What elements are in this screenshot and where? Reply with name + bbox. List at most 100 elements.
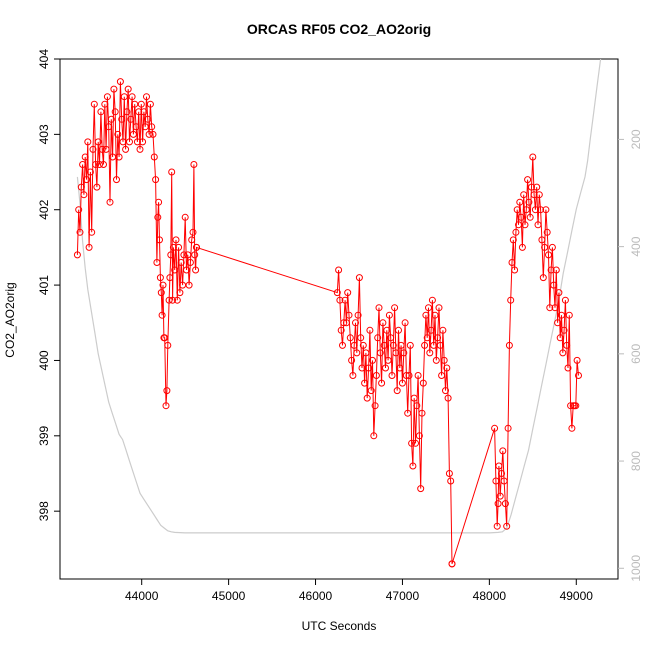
co2-point xyxy=(559,349,567,357)
co2-point xyxy=(442,387,449,395)
co2-point xyxy=(163,387,171,395)
co2-point xyxy=(165,296,173,304)
co2-point xyxy=(436,341,444,349)
co2-point xyxy=(350,341,358,349)
co2-point xyxy=(405,372,413,379)
co2-point xyxy=(440,356,448,364)
co2-point xyxy=(346,334,354,342)
co2-point xyxy=(511,266,519,274)
co2-point xyxy=(400,349,408,357)
co2-point xyxy=(345,311,353,319)
co2-point xyxy=(444,394,452,402)
co2-point xyxy=(100,161,107,168)
co2-point xyxy=(422,311,430,319)
co2-point xyxy=(348,356,356,364)
co2-point xyxy=(414,372,422,379)
co2-point xyxy=(92,161,100,168)
co2-point xyxy=(496,492,504,500)
co2-point xyxy=(167,251,175,259)
y2-axis: 200 400 600 800 1000 xyxy=(618,129,643,582)
co2-point xyxy=(88,228,96,236)
co2-point xyxy=(122,145,130,153)
co2-point xyxy=(427,326,435,334)
y-tick-label: 402 xyxy=(37,199,51,219)
co2-point xyxy=(525,198,533,206)
co2-point xyxy=(552,266,560,274)
co2-point xyxy=(157,289,165,297)
plot-area-frame xyxy=(59,58,619,580)
co2-point xyxy=(124,85,132,93)
y2-tick-label: 200 xyxy=(629,129,643,149)
co2-point xyxy=(397,341,405,349)
co2-point xyxy=(543,228,551,236)
co2-point xyxy=(86,168,94,176)
y2-tick-label: 1000 xyxy=(629,555,643,582)
co2-point xyxy=(153,259,161,266)
co2-point xyxy=(354,311,362,319)
co2-point xyxy=(396,364,404,372)
co2-point xyxy=(415,432,423,440)
co2-point xyxy=(406,341,414,349)
y-tick-label: 398 xyxy=(37,501,51,521)
co2-point xyxy=(339,341,346,349)
co2-point xyxy=(395,326,402,334)
co2-point xyxy=(375,304,383,312)
co2-point xyxy=(177,259,185,266)
co2-point xyxy=(367,387,375,395)
co2-point xyxy=(105,123,113,131)
co2-point xyxy=(531,206,539,214)
co2-point xyxy=(564,364,572,372)
co2-point xyxy=(435,304,443,312)
co2-point xyxy=(75,206,83,214)
co2-point xyxy=(184,251,192,259)
x-tick-label: 46000 xyxy=(299,589,333,603)
co2-point xyxy=(425,304,432,312)
co2-point xyxy=(438,372,446,379)
co2-point xyxy=(493,522,501,530)
co2-point xyxy=(361,379,369,387)
co2-point xyxy=(539,274,547,282)
co2-point xyxy=(73,251,81,259)
co2-point xyxy=(97,108,105,116)
co2-point xyxy=(430,341,438,349)
co2-point xyxy=(154,213,162,221)
co2-point xyxy=(541,243,549,251)
co2-point xyxy=(380,341,388,349)
co2-point xyxy=(443,364,451,372)
co2-point xyxy=(507,296,515,304)
co2-point xyxy=(565,311,573,319)
co2-point xyxy=(76,228,84,236)
co2-point xyxy=(392,349,400,357)
co2-point xyxy=(159,281,167,289)
co2-point xyxy=(140,108,148,116)
co2-point xyxy=(158,311,166,319)
co2-point xyxy=(555,289,563,297)
pressure-line xyxy=(76,59,602,534)
co2-point xyxy=(546,304,554,312)
co2-point xyxy=(107,115,115,123)
co2-point xyxy=(563,341,571,349)
co2-point xyxy=(115,153,123,161)
co2-point xyxy=(491,424,499,432)
co2-point xyxy=(353,349,361,357)
co2-point xyxy=(376,349,384,357)
co2-point xyxy=(404,409,412,417)
co2-point xyxy=(93,183,101,191)
co2-point xyxy=(434,334,442,342)
co2-point xyxy=(133,138,141,146)
co2-point xyxy=(401,319,409,327)
co2-point xyxy=(412,439,419,447)
y2-tick-label: 400 xyxy=(629,236,643,256)
co2-point xyxy=(186,259,194,266)
co2-point xyxy=(391,304,399,312)
y2-tick-label: 600 xyxy=(629,344,643,364)
co2-point xyxy=(190,161,198,168)
co2-point xyxy=(535,191,543,199)
co2-point xyxy=(89,145,97,153)
co2-point xyxy=(189,228,197,236)
co2-point xyxy=(144,115,152,123)
co2-point xyxy=(146,100,154,108)
co2-point xyxy=(148,123,156,131)
co2-point xyxy=(188,236,196,244)
